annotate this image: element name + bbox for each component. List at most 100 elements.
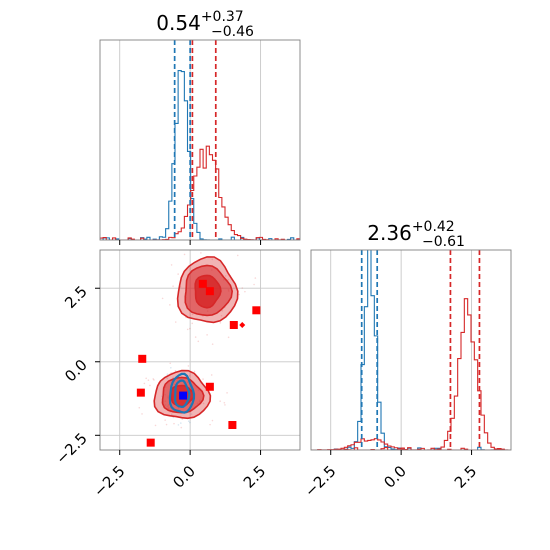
sample-dot (138, 406, 141, 409)
red-square-marker (198, 279, 207, 288)
red-square-marker (146, 438, 155, 447)
joint-content-group (136, 243, 261, 447)
sample-dot (253, 283, 255, 286)
y-tick-label: 0.0 (61, 356, 91, 386)
sample-dot (172, 376, 175, 379)
sample-dot (211, 343, 214, 345)
sample-dot (221, 309, 224, 312)
sample-dot (207, 246, 209, 248)
sample-dot (143, 382, 146, 385)
sample-dot (166, 377, 169, 380)
sample-dot (223, 401, 226, 404)
red-square-marker (252, 306, 261, 315)
sample-dot (226, 392, 228, 394)
blue-square-marker (179, 391, 188, 400)
sample-dot (209, 423, 211, 426)
histogram-sample_a (100, 69, 300, 240)
marginal-histogram-param-2: −2.5 0.0 2.5 2.36+0.42 −0.61 (301, 219, 512, 501)
sample-dot (191, 322, 194, 325)
title-upper-error: +0.42 (412, 219, 455, 235)
sample-dot (200, 252, 202, 254)
histogram-sample_b (311, 298, 511, 450)
sample-dot (219, 400, 221, 402)
sample-dot (211, 419, 214, 422)
x-tick-label: 2.5 (451, 462, 481, 492)
sample-dot (189, 421, 191, 424)
sample-dot (164, 419, 166, 421)
sample-dot (152, 378, 155, 380)
sample-dot (180, 243, 182, 245)
title-lower-error: −0.61 (422, 234, 465, 250)
title-upper-error: +0.37 (201, 9, 244, 25)
title-value: 2.36 (367, 221, 412, 245)
sample-dot (210, 374, 213, 376)
panel-frame (99, 249, 301, 451)
joint-scatter-param-1-param-2: −2.5 0.0 2.5 −2.5 0.0 2.5 (52, 243, 301, 501)
sample-dot (227, 336, 230, 339)
sample-dot (169, 304, 171, 306)
panel-title-param-1: 0.54+0.37 (156, 9, 243, 35)
histogram-series-group (311, 250, 511, 450)
y-tick-label: 2.5 (61, 282, 91, 312)
sample-dot (241, 287, 244, 289)
sample-dot (177, 424, 180, 426)
sample-dot (145, 377, 147, 380)
sample-dot (219, 322, 222, 324)
quantile-lines (360, 250, 481, 450)
title-value: 0.54 (156, 11, 201, 35)
x-tick-label: −2.5 (301, 462, 339, 500)
x-tick-label: 2.5 (240, 462, 270, 492)
sample-dot (180, 426, 183, 429)
sample-dot (141, 413, 143, 415)
x-tick-label: 0.0 (380, 462, 410, 492)
sample-dot (202, 402, 205, 405)
sample-dot (170, 264, 173, 266)
grid-lines (330, 250, 473, 450)
sample-dot (227, 278, 230, 281)
sample-dot (161, 297, 164, 300)
x-tick-label: −2.5 (90, 462, 128, 500)
marginal-histogram-param-1: 0.54+0.37 −0.46 (99, 9, 301, 245)
sample-dot (236, 254, 239, 257)
sample-dot (254, 277, 257, 279)
sample-dot (174, 369, 177, 372)
sample-dot (180, 422, 182, 424)
sample-dot (211, 258, 214, 261)
histogram-sample_b (311, 438, 511, 450)
sample-dot (170, 366, 172, 369)
red-square-marker (136, 388, 145, 397)
sample-dot (224, 275, 227, 277)
sample-dot (154, 424, 157, 427)
sample-dot (193, 370, 196, 373)
sample-dot (189, 327, 191, 330)
sample-dot (183, 253, 186, 256)
histogram-sample_a (311, 250, 511, 450)
sample-dot (206, 334, 208, 336)
sample-dot (202, 378, 204, 380)
sample-dot (170, 413, 173, 415)
sample-dot (172, 285, 174, 287)
sample-dot (220, 314, 223, 317)
title-lower-error: −0.46 (211, 24, 254, 40)
sample-dot (238, 293, 241, 296)
panel-frame (310, 249, 512, 451)
sample-dot (187, 365, 190, 367)
histogram-series-group (100, 69, 300, 240)
x-ticks (119, 240, 262, 245)
density-contour-sample_a (168, 372, 196, 414)
sample-dot (191, 313, 194, 316)
sample-dot (197, 340, 200, 343)
sample-dot (181, 418, 184, 420)
sample-dot (153, 379, 155, 381)
histogram-sample_b (100, 145, 300, 240)
sample-dot (173, 422, 175, 425)
red-square-marker (229, 321, 238, 329)
sample-dot (177, 273, 179, 275)
sample-dot (186, 328, 189, 331)
red-square-marker (205, 287, 214, 296)
panel-title-param-2: 2.36+0.42 (367, 219, 454, 245)
red-square-marker (138, 354, 147, 363)
sample-dot (149, 384, 151, 387)
